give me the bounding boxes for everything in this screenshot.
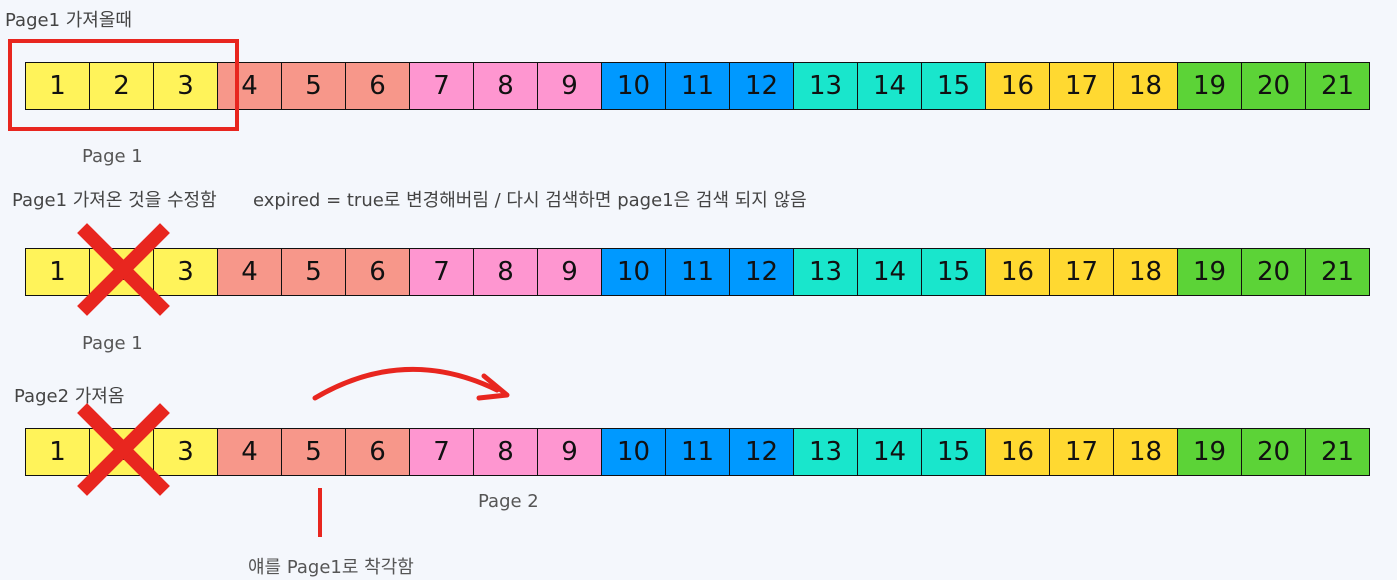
number-cell: 21	[1305, 248, 1370, 296]
step1-title: Page1 가져올때	[5, 10, 132, 31]
number-cell: 18	[1113, 62, 1178, 110]
step2-detail: expired = true로 변경해버림 / 다시 검색하면 page1은 검…	[253, 190, 807, 211]
number-cell: 12	[729, 248, 794, 296]
number-cell: 3	[153, 62, 218, 110]
number-cell: 8	[473, 62, 538, 110]
sequence-row-1: 1 2 3 4 5 6 7 8 9 10 11 12 13 14 15 16 17 18 19 20 21	[25, 62, 1370, 110]
cross-mark-row2	[77, 223, 170, 316]
number-cell: 7	[409, 248, 474, 296]
number-cell: 3	[153, 428, 218, 476]
number-cell: 20	[1241, 428, 1306, 476]
number-cell: 21	[1305, 62, 1370, 110]
arrow-head	[476, 373, 510, 401]
page1-highlight-box	[8, 39, 239, 131]
number-cell: 14	[857, 248, 922, 296]
number-cell: 13	[793, 248, 858, 296]
number-cell: 7	[409, 62, 474, 110]
number-cell: 10	[601, 62, 666, 110]
number-cell: 6	[345, 62, 410, 110]
number-cell: 15	[921, 428, 986, 476]
mistake-caption: 얘를 Page1로 착각함	[248, 557, 414, 578]
number-cell: 9	[537, 62, 602, 110]
curved-arrow	[312, 366, 500, 401]
step3-title: Page2 가져옴	[14, 386, 125, 407]
number-cell: 6	[345, 428, 410, 476]
number-cell: 14	[857, 428, 922, 476]
number-cell: 9	[537, 428, 602, 476]
page1-caption-a: Page 1	[82, 146, 143, 167]
number-cell: 4	[217, 248, 282, 296]
number-cell: 17	[1049, 248, 1114, 296]
number-cell: 5	[281, 62, 346, 110]
number-cell: 20	[1241, 248, 1306, 296]
number-cell: 4	[217, 428, 282, 476]
number-cell: 18	[1113, 248, 1178, 296]
number-cell: 21	[1305, 428, 1370, 476]
cross-mark-row3	[77, 403, 170, 496]
number-cell: 12	[729, 428, 794, 476]
number-cell: 10	[601, 248, 666, 296]
number-cell: 19	[1177, 62, 1242, 110]
number-cell: 11	[665, 428, 730, 476]
number-cell: 1	[25, 248, 90, 296]
number-cell: 17	[1049, 62, 1114, 110]
number-cell: 5	[281, 248, 346, 296]
number-cell: 10	[601, 428, 666, 476]
number-cell: 8	[473, 428, 538, 476]
number-cell: 3	[153, 248, 218, 296]
number-cell: 15	[921, 248, 986, 296]
number-cell: 13	[793, 62, 858, 110]
number-cell: 5	[281, 428, 346, 476]
number-cell: 18	[1113, 428, 1178, 476]
step2-title: Page1 가져온 것을 수정함	[12, 190, 217, 211]
page1-caption-b: Page 1	[82, 333, 143, 354]
number-cell: 1	[25, 428, 90, 476]
number-cell: 16	[985, 248, 1050, 296]
number-cell: 12	[729, 62, 794, 110]
number-cell: 4	[217, 62, 282, 110]
number-cell: 15	[921, 62, 986, 110]
number-cell: 8	[473, 248, 538, 296]
number-cell: 19	[1177, 428, 1242, 476]
number-cell: 11	[665, 62, 730, 110]
number-cell: 9	[537, 248, 602, 296]
number-cell: 7	[409, 428, 474, 476]
number-cell: 14	[857, 62, 922, 110]
page2-caption: Page 2	[478, 491, 539, 512]
number-cell: 16	[985, 428, 1050, 476]
